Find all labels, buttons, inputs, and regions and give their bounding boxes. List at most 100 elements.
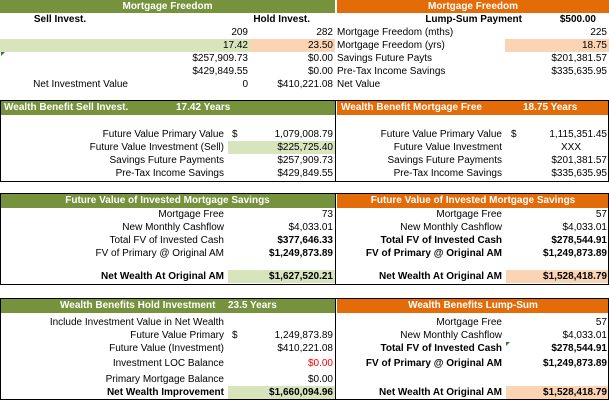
wealth-benefit-sell-header[interactable]: Wealth Benefit Sell Invest. 17.42 Years bbox=[0, 101, 335, 115]
mort-pretax-income-value[interactable]: $335,635.95 bbox=[551, 168, 607, 179]
lump-monthly-cashflow-value[interactable]: $4,033.01 bbox=[562, 330, 608, 341]
lump-yrs-cell[interactable]: 18.75 bbox=[505, 39, 609, 52]
fv-savings-header-right[interactable]: Future Value of Invested Mortgage Saving… bbox=[337, 194, 609, 208]
sell-pretax-income-value[interactable]: $429,849.55 bbox=[277, 168, 333, 179]
lump-pretax-cell[interactable]: $335,635.95 bbox=[551, 66, 607, 77]
sell-savings-future-label: Savings Future Payments bbox=[109, 155, 225, 166]
left-fv-primary-am-value[interactable]: $1,249,873.89 bbox=[269, 248, 333, 259]
hold-mths-cell[interactable]: 282 bbox=[316, 27, 333, 38]
lump-net-wealth-label: Net Wealth At Original AM bbox=[379, 387, 502, 398]
lump-sum-amount[interactable]: $500.00 bbox=[559, 14, 596, 25]
right-mortgage-free-label: Mortgage Free bbox=[436, 209, 502, 220]
lump-net-wealth-value[interactable]: $1,528,418.79 bbox=[506, 386, 609, 399]
sell-fv-investment-value[interactable]: $225,725.40 bbox=[228, 141, 335, 154]
primary-mortgage-balance-value[interactable]: $0.00 bbox=[307, 374, 333, 385]
lump-total-fv-cash-label: Total FV of Invested Cash bbox=[380, 343, 503, 354]
net-investment-value-label: Net Investment Value bbox=[33, 79, 128, 90]
mort-fv-investment-value[interactable]: XXX bbox=[560, 142, 581, 153]
lump-fv-primary-am-label: FV of Primary @ Original AM bbox=[365, 358, 502, 369]
lump-mths-cell[interactable]: 225 bbox=[590, 27, 607, 38]
hold-investment-years: 23.5 Years bbox=[228, 300, 277, 311]
left-fv-primary-am-label: FV of Primary @ Original AM bbox=[95, 248, 224, 259]
hold-investment-header[interactable]: Wealth Benefits Hold Investment 23.5 Yea… bbox=[0, 299, 335, 313]
wealth-benefit-mortgage-header[interactable]: Wealth Benefit Mortgage Free 18.75 Years bbox=[337, 101, 609, 115]
hold-fv-primary-currency: $ bbox=[232, 330, 238, 341]
border-line bbox=[0, 181, 609, 182]
mort-savings-future-label: Savings Future Payments bbox=[387, 155, 503, 166]
sell-fv-investment-label: Future Value Investment (Sell) bbox=[89, 142, 224, 153]
right-fv-primary-am-value[interactable]: $1,249,873.89 bbox=[543, 248, 607, 259]
net-wealth-improvement-value[interactable]: $1,660,094.96 bbox=[228, 386, 335, 399]
lump-mortgage-free-label: Mortgage Free bbox=[436, 317, 502, 328]
hold-investment-title: Wealth Benefits Hold Investment bbox=[60, 300, 216, 311]
right-monthly-cashflow-label: New Monthly Cashflow bbox=[400, 222, 502, 233]
mortgage-freedom-title-left[interactable]: Mortgage Freedom bbox=[0, 0, 335, 13]
border-line bbox=[335, 193, 336, 285]
sell-fv-primary-value[interactable]: 1,079,008.79 bbox=[274, 129, 333, 140]
border-line bbox=[0, 298, 1, 400]
savings-future-payts-label: Savings Future Payts bbox=[337, 53, 433, 64]
hold-net-investment-cell[interactable]: $410,221.08 bbox=[277, 79, 333, 90]
border-line bbox=[335, 100, 336, 182]
sell-net-investment-cell[interactable]: 0 bbox=[242, 79, 248, 90]
right-net-wealth-value[interactable]: $1,528,418.79 bbox=[506, 270, 609, 283]
sell-fv-primary-label: Future Value Primary Value bbox=[102, 129, 224, 140]
border-line bbox=[0, 100, 1, 182]
mort-fv-investment-label: Future Value Investment bbox=[393, 142, 502, 153]
net-value-label: Net Value bbox=[337, 79, 381, 90]
hold-fv-primary-label: Future Value Primary bbox=[130, 330, 224, 341]
lump-total-fv-cash-value[interactable]: $278,544.91 bbox=[551, 343, 607, 354]
border-line bbox=[0, 284, 609, 285]
border-line bbox=[0, 298, 609, 299]
sell-pretax-cell[interactable]: $429,849.55 bbox=[192, 66, 248, 77]
border-line bbox=[0, 193, 1, 285]
mort-fv-primary-currency: $ bbox=[511, 129, 517, 140]
sell-pretax-income-label: Pre-Tax Income Savings bbox=[115, 168, 224, 179]
lump-sum-header[interactable]: Lump-Sum Payment bbox=[425, 14, 522, 25]
comment-marker-icon bbox=[506, 342, 510, 346]
left-total-fv-cash-label: Total FV of Invested Cash bbox=[109, 235, 224, 246]
hold-fv-investment-value[interactable]: $410,221.08 bbox=[277, 343, 333, 354]
mortgage-freedom-title-right[interactable]: Mortgage Freedom bbox=[337, 0, 609, 13]
fv-savings-header-left[interactable]: Future Value of Invested Mortgage Saving… bbox=[0, 194, 335, 208]
sell-mths-cell[interactable]: 209 bbox=[231, 27, 248, 38]
hold-invest-header[interactable]: Hold Invest. bbox=[253, 14, 310, 25]
hold-fv-primary-value[interactable]: 1,249,873.89 bbox=[274, 330, 333, 341]
border-line bbox=[0, 193, 609, 194]
left-mortgage-free-value[interactable]: 73 bbox=[321, 209, 333, 220]
lump-monthly-cashflow-label: New Monthly Cashflow bbox=[400, 330, 502, 341]
sell-invest-header[interactable]: Sell Invest. bbox=[33, 14, 87, 25]
pretax-income-savings-label: Pre-Tax Income Savings bbox=[337, 66, 446, 77]
wealth-benefit-sell-title: Wealth Benefit Sell Invest. bbox=[4, 102, 129, 113]
lump-mortgage-free-value[interactable]: 57 bbox=[595, 317, 607, 328]
left-net-wealth-value[interactable]: $1,627,520.21 bbox=[228, 270, 335, 283]
lump-fv-primary-am-value[interactable]: $1,249,873.89 bbox=[543, 358, 607, 369]
hold-pretax-cell[interactable]: $0.00 bbox=[307, 66, 333, 77]
right-total-fv-cash-label: Total FV of Invested Cash bbox=[380, 235, 503, 246]
net-wealth-improvement-label: Net Wealth Improvement bbox=[106, 387, 224, 398]
mort-fv-primary-label: Future Value Primary Value bbox=[380, 129, 502, 140]
sell-fv-primary-currency: $ bbox=[232, 129, 238, 140]
investment-loc-balance-value[interactable]: $0.00 bbox=[307, 358, 333, 369]
left-total-fv-cash-value[interactable]: $377,646.33 bbox=[277, 235, 333, 246]
hold-savings-cell[interactable]: $0.00 bbox=[307, 53, 333, 64]
wealth-benefit-mortgage-years: 18.75 Years bbox=[523, 102, 578, 113]
mort-savings-future-value[interactable]: $201,381.57 bbox=[551, 155, 607, 166]
wealth-benefit-mortgage-title: Wealth Benefit Mortgage Free bbox=[341, 102, 482, 113]
mort-fv-primary-value[interactable]: 1,115,351.45 bbox=[549, 129, 607, 140]
right-monthly-cashflow-value[interactable]: $4,033.01 bbox=[562, 222, 608, 233]
left-mortgage-free-label: Mortgage Free bbox=[158, 209, 224, 220]
lump-sum-benefits-header[interactable]: Wealth Benefits Lump-Sum bbox=[337, 299, 609, 313]
right-mortgage-free-value[interactable]: 57 bbox=[595, 209, 607, 220]
lump-savings-cell[interactable]: $201,381.57 bbox=[551, 53, 607, 64]
sell-savings-future-value[interactable]: $257,909.73 bbox=[277, 155, 333, 166]
mort-pretax-income-label: Pre-Tax Income Savings bbox=[393, 168, 502, 179]
hold-yrs-cell[interactable]: 23.50 bbox=[250, 39, 335, 52]
sell-savings-cell[interactable]: $257,909.73 bbox=[192, 53, 248, 64]
left-monthly-cashflow-value[interactable]: $4,033.01 bbox=[288, 222, 334, 233]
sell-yrs-cell[interactable]: 17.42 bbox=[222, 40, 248, 51]
right-total-fv-cash-value[interactable]: $278,544.91 bbox=[551, 235, 607, 246]
border-line bbox=[335, 298, 336, 400]
include-investment-label: Include Investment Value in Net Wealth bbox=[49, 317, 224, 328]
